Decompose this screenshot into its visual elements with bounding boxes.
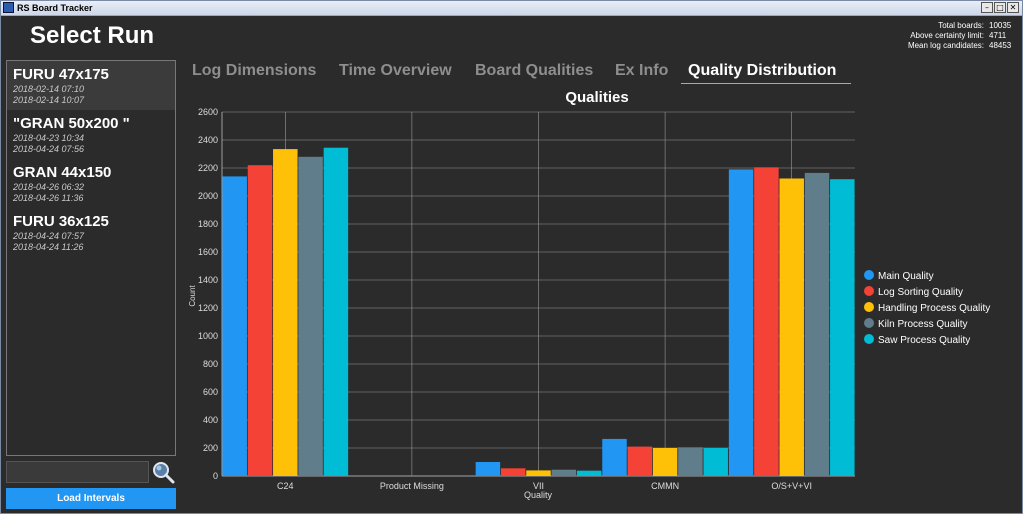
x-tick-label: VII [533, 481, 544, 491]
legend-marker [864, 270, 874, 280]
legend-label: Saw Process Quality [878, 335, 970, 346]
y-tick-label: 1400 [198, 275, 218, 285]
bar [652, 448, 678, 476]
y-tick-label: 1600 [198, 247, 218, 257]
y-tick-label: 2000 [198, 191, 218, 201]
run-end: 2018-04-24 07:56 [13, 144, 85, 154]
run-start: 2018-04-23 10:34 [13, 133, 85, 143]
run-start: 2018-04-24 07:57 [13, 231, 85, 241]
y-tick-label: 1800 [198, 219, 218, 229]
bar [779, 178, 804, 476]
bar [804, 172, 830, 476]
run-start: 2018-04-26 06:32 [13, 182, 85, 192]
title-bar: RS Board Tracker – □ ✕ [1, 1, 1022, 16]
stat-mean-log-candidates: Mean log candidates: 48453 [907, 41, 1012, 50]
y-tick-label: 2200 [198, 163, 218, 173]
bar [475, 462, 501, 476]
search-input[interactable] [6, 461, 149, 483]
bar [754, 167, 779, 477]
bar [602, 438, 627, 476]
tab-time-overview[interactable]: Time Overview [339, 62, 452, 79]
tab-ex-info[interactable]: Ex Info [615, 62, 669, 79]
y-tick-label: 2400 [198, 135, 218, 145]
run-item[interactable]: GRAN 44x150 2018-04-26 06:32 2018-04-26 … [7, 159, 175, 208]
legend-marker [864, 334, 874, 344]
bar [703, 448, 728, 476]
y-axis-label: Count [188, 285, 197, 307]
bar [500, 468, 526, 476]
app-icon [3, 2, 14, 13]
bar [323, 147, 349, 476]
bar [830, 179, 855, 476]
y-tick-label: 0 [213, 471, 218, 481]
maximize-button[interactable]: □ [994, 2, 1006, 13]
x-tick-label: CMMN [651, 481, 679, 491]
legend-label: Handling Process Quality [878, 303, 990, 314]
y-axis: 0 200 400 600 800 1000 1200 1400 1600 1800 2000 220… [198, 107, 218, 481]
y-tick-label: 1200 [198, 303, 218, 313]
bar [576, 470, 602, 476]
run-start: 2018-02-14 07:10 [13, 84, 85, 94]
bar [526, 470, 551, 476]
y-tick-label: 400 [203, 415, 218, 425]
x-tick-label: O/S+V+VI [771, 481, 812, 491]
stats-panel: Total boards: 10035 Above certainty limi… [908, 21, 1015, 51]
run-name: FURU 47x175 [13, 66, 109, 83]
run-list[interactable]: FURU 47x175 2018-02-14 07:10 2018-02-14 … [6, 60, 176, 456]
close-button[interactable]: ✕ [1007, 2, 1019, 13]
search-icon [153, 462, 175, 484]
tab-board-qualities[interactable]: Board Qualities [475, 62, 594, 79]
stat-above-certainty: Above certainty limit: 4711 [910, 31, 1007, 40]
x-axis-label: Quality [524, 490, 553, 500]
page-title: Select Run [30, 22, 155, 49]
y-tick-label: 2600 [198, 107, 218, 117]
run-end: 2018-02-14 10:07 [13, 95, 85, 105]
x-axis: C24 Product Missing VII CMMN O/S+V+VI [277, 481, 812, 491]
window-title: RS Board Tracker [17, 3, 93, 13]
y-tick-label: 600 [203, 387, 218, 397]
stat-total-boards: Total boards: 10035 [938, 21, 1012, 30]
y-tick-label: 200 [203, 443, 218, 453]
chart-legend: Main Quality Log Sorting Quality Handling … [864, 270, 990, 346]
x-tick-label: C24 [277, 481, 294, 491]
bar [678, 447, 703, 476]
tab-quality-distribution[interactable]: Quality Distribution [688, 62, 837, 79]
chart-bars [222, 147, 855, 477]
run-item[interactable]: FURU 47x175 2018-02-14 07:10 2018-02-14 … [7, 61, 175, 110]
legend-label: Log Sorting Quality [878, 287, 963, 298]
bar [298, 156, 323, 477]
y-tick-label: 1000 [198, 331, 218, 341]
legend-marker [864, 302, 874, 312]
run-name: GRAN 44x150 [13, 164, 112, 181]
active-tab-indicator [681, 83, 851, 84]
bar [728, 169, 754, 476]
x-tick-label: Product Missing [380, 481, 444, 491]
minimize-button[interactable]: – [981, 2, 993, 13]
bar [222, 176, 247, 476]
run-item[interactable]: FURU 36x125 2018-04-24 07:57 2018-04-24 … [7, 208, 175, 257]
tab-log-dimensions[interactable]: Log Dimensions [192, 62, 317, 79]
load-intervals-button[interactable]: Load Intervals [6, 488, 176, 509]
bar [247, 165, 273, 476]
run-name: FURU 36x125 [13, 213, 109, 230]
run-item[interactable]: "GRAN 50x200 " 2018-04-23 10:34 2018-04-… [7, 110, 175, 159]
y-tick-label: 800 [203, 359, 218, 369]
bar [627, 446, 653, 476]
run-name: "GRAN 50x200 " [13, 115, 130, 132]
chart-title: Qualities [565, 89, 628, 106]
run-end: 2018-04-26 11:36 [13, 193, 84, 203]
legend-label: Kiln Process Quality [878, 319, 967, 330]
legend-marker [864, 286, 874, 296]
bar [273, 149, 298, 476]
search-button[interactable] [150, 459, 176, 485]
run-end: 2018-04-24 11:26 [13, 242, 84, 252]
legend-marker [864, 318, 874, 328]
quality-chart: Qualities 0 200 400 600 800 1000 1200 1400 1600 1… [188, 89, 990, 500]
legend-label: Main Quality [878, 271, 934, 282]
bar [551, 469, 577, 476]
